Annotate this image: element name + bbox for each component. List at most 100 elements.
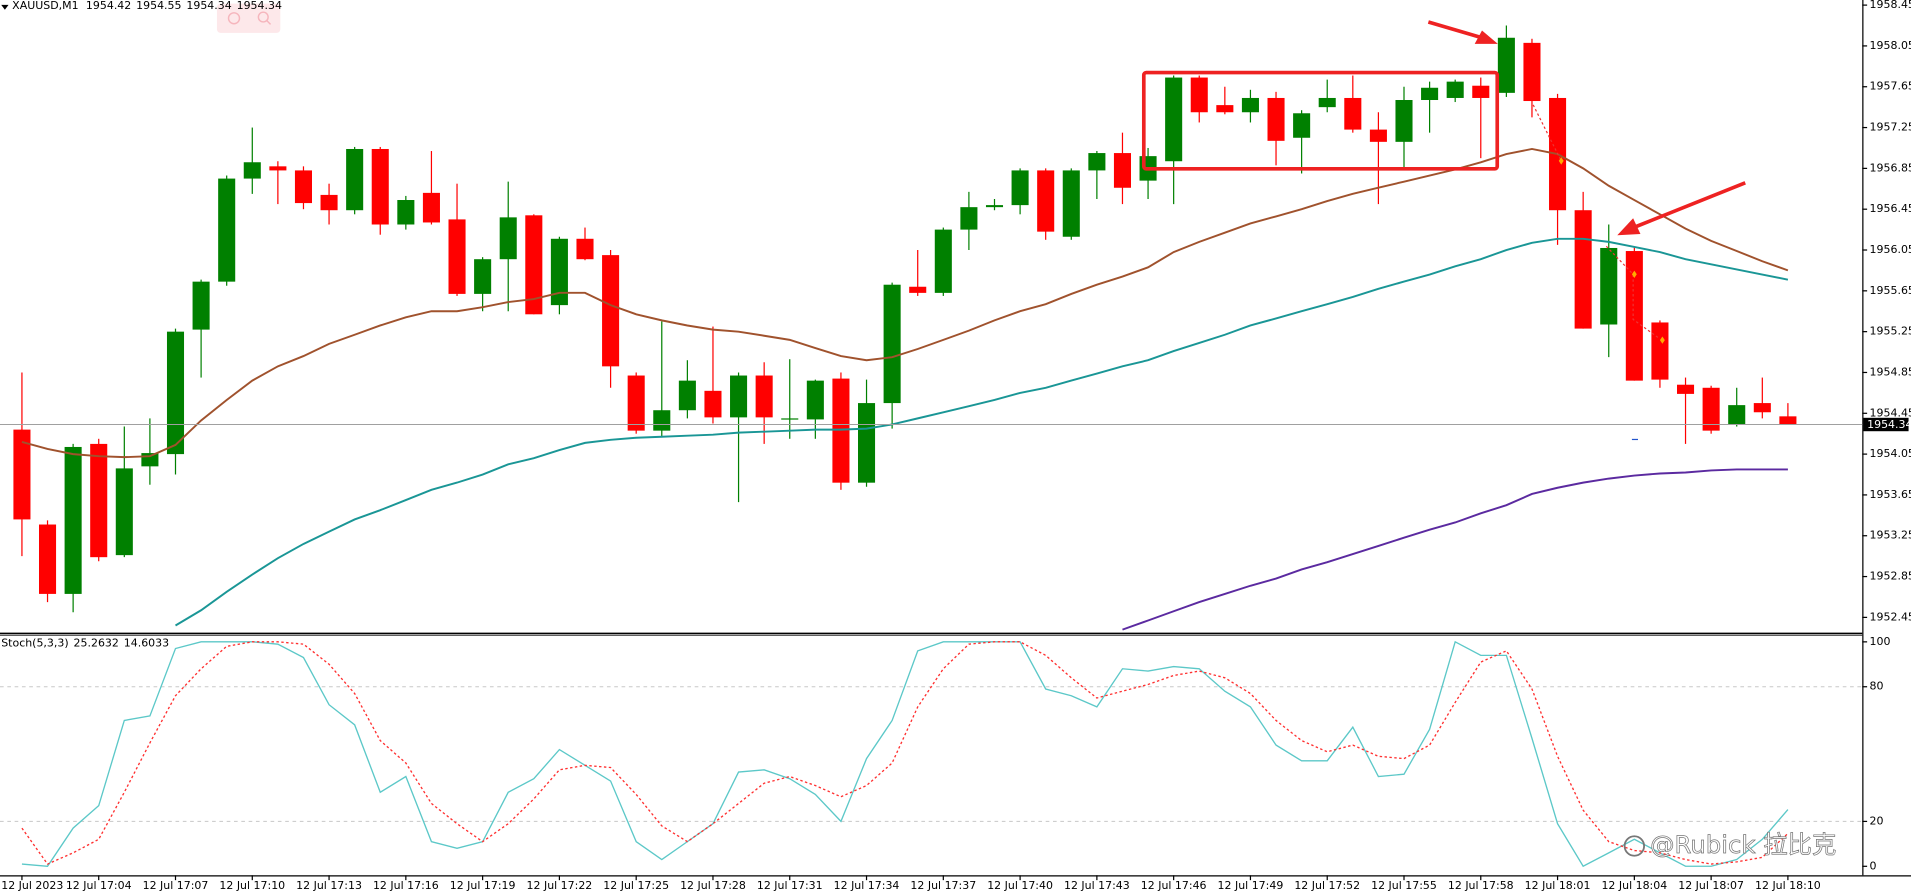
x-tick-label: 12 Jul 17:58 <box>1448 879 1514 892</box>
candle-body <box>1037 170 1055 232</box>
x-tick-label: 12 Jul 17:37 <box>910 879 976 892</box>
symbol: XAUUSD,M1 <box>12 0 78 12</box>
candle-body <box>909 286 927 293</box>
x-tick-label: 12 Jul 2023 <box>1 879 63 892</box>
candle-body <box>550 238 568 306</box>
candle-body <box>525 215 543 315</box>
candle-body <box>1241 97 1259 113</box>
stoch-title: Stoch(5,3,3) <box>1 637 68 650</box>
candle-body <box>934 229 952 293</box>
watermark-logo <box>1623 835 1646 857</box>
y-tick-label: 1956.05 <box>1870 243 1911 256</box>
candle-body <box>1523 42 1541 102</box>
candle-body <box>422 192 440 223</box>
y-tick-label: 1956.85 <box>1870 161 1911 174</box>
toolbar-button[interactable] <box>216 3 281 33</box>
y-tick-label: 80 <box>1870 680 1884 693</box>
x-tick-label: 12 Jul 17:55 <box>1371 879 1437 892</box>
indicator-line <box>175 237 1789 627</box>
candle-body <box>1395 100 1413 142</box>
candle-body <box>64 446 82 594</box>
candle-body <box>883 284 901 404</box>
header-open: 1954.42 <box>86 0 131 12</box>
x-tick-label: 12 Jul 17:07 <box>143 879 209 892</box>
candle-body <box>1293 113 1311 138</box>
x-tick-label: 12 Jul 17:52 <box>1294 879 1360 892</box>
y-tick-label: 100 <box>1870 635 1891 648</box>
x-tick-label: 12 Jul 17:22 <box>527 879 593 892</box>
x-tick-label: 12 Jul 17:43 <box>1064 879 1130 892</box>
candle-body <box>678 380 696 411</box>
candle-body <box>1267 97 1285 141</box>
candle-body <box>1318 97 1336 108</box>
x-tick-label: 12 Jul 18:04 <box>1601 879 1667 892</box>
last-price-label: 1954.34 <box>1867 418 1911 431</box>
candle-body <box>576 238 594 260</box>
indicator-line <box>1122 468 1788 631</box>
candle-body <box>243 162 261 179</box>
annotation-arrowhead <box>1474 30 1498 44</box>
candle-body <box>730 375 748 418</box>
y-tick-label: 1955.25 <box>1870 325 1911 338</box>
candle-body <box>1216 105 1234 113</box>
candle-body <box>1600 247 1618 325</box>
stoch-header: Stoch(5,3,3) 25.2632 14.6033 <box>1 637 169 650</box>
x-tick-label: 12 Jul 17:13 <box>296 879 362 892</box>
candle-body <box>602 255 620 367</box>
candle-body <box>448 219 466 294</box>
toolbar-icon <box>257 11 269 23</box>
candle-body <box>704 390 722 418</box>
candle-body <box>371 148 389 225</box>
candle-body <box>858 403 876 483</box>
y-tick-label: 1954.45 <box>1870 406 1911 419</box>
x-tick-label: 12 Jul 17:10 <box>219 879 285 892</box>
stoch-main-value: 25.2632 <box>74 637 119 650</box>
candle-body <box>499 217 517 260</box>
candle-body <box>90 443 108 558</box>
candle-body <box>1702 387 1720 431</box>
last-price-box <box>1863 417 1909 432</box>
candle-body <box>192 281 210 330</box>
candle-body <box>832 378 850 483</box>
candle-body <box>39 524 57 594</box>
watermark: @Rubick 拉比克 <box>1650 830 1836 859</box>
candle-body <box>806 380 824 420</box>
x-tick-label: 12 Jul 18:10 <box>1755 879 1821 892</box>
candle-body <box>115 468 133 556</box>
candle-body <box>1625 251 1643 381</box>
candle-body <box>141 453 159 467</box>
candle-body <box>1113 153 1131 188</box>
annotation-arrowhead <box>1617 218 1641 236</box>
y-tick-label: 1958.05 <box>1870 39 1911 52</box>
candle-body <box>1651 322 1669 380</box>
candle-body <box>960 207 978 230</box>
indicator-line <box>21 640 1789 868</box>
annotation-arrow <box>1427 20 1483 40</box>
candle-body <box>1753 403 1771 413</box>
candle-body <box>294 170 312 204</box>
candle-body <box>1446 81 1464 98</box>
candle-body <box>320 194 338 211</box>
stoch-signal-value: 14.6033 <box>124 637 169 650</box>
x-tick-label: 12 Jul 17:19 <box>450 879 516 892</box>
y-tick-label: 1953.65 <box>1870 488 1911 501</box>
candle-body <box>1165 77 1183 162</box>
candle-body <box>1728 405 1746 425</box>
header-low: 1954.34 <box>186 0 231 12</box>
candle-body <box>166 331 185 455</box>
y-tick-label: 1954.85 <box>1870 365 1911 378</box>
candle-body <box>1062 170 1080 237</box>
x-tick-label: 12 Jul 17:40 <box>987 879 1053 892</box>
y-tick-label: 1957.65 <box>1870 80 1911 93</box>
header-close: 1954.34 <box>237 0 282 12</box>
toolbar-icon <box>266 20 272 25</box>
indicator-line <box>21 147 1789 459</box>
candle-body <box>397 200 415 225</box>
candle-body <box>474 259 492 294</box>
collapse-icon[interactable] <box>1 4 9 10</box>
y-tick-label: 0 <box>1870 859 1877 872</box>
trade-line <box>1532 104 1661 340</box>
indicator-line <box>21 641 1789 865</box>
